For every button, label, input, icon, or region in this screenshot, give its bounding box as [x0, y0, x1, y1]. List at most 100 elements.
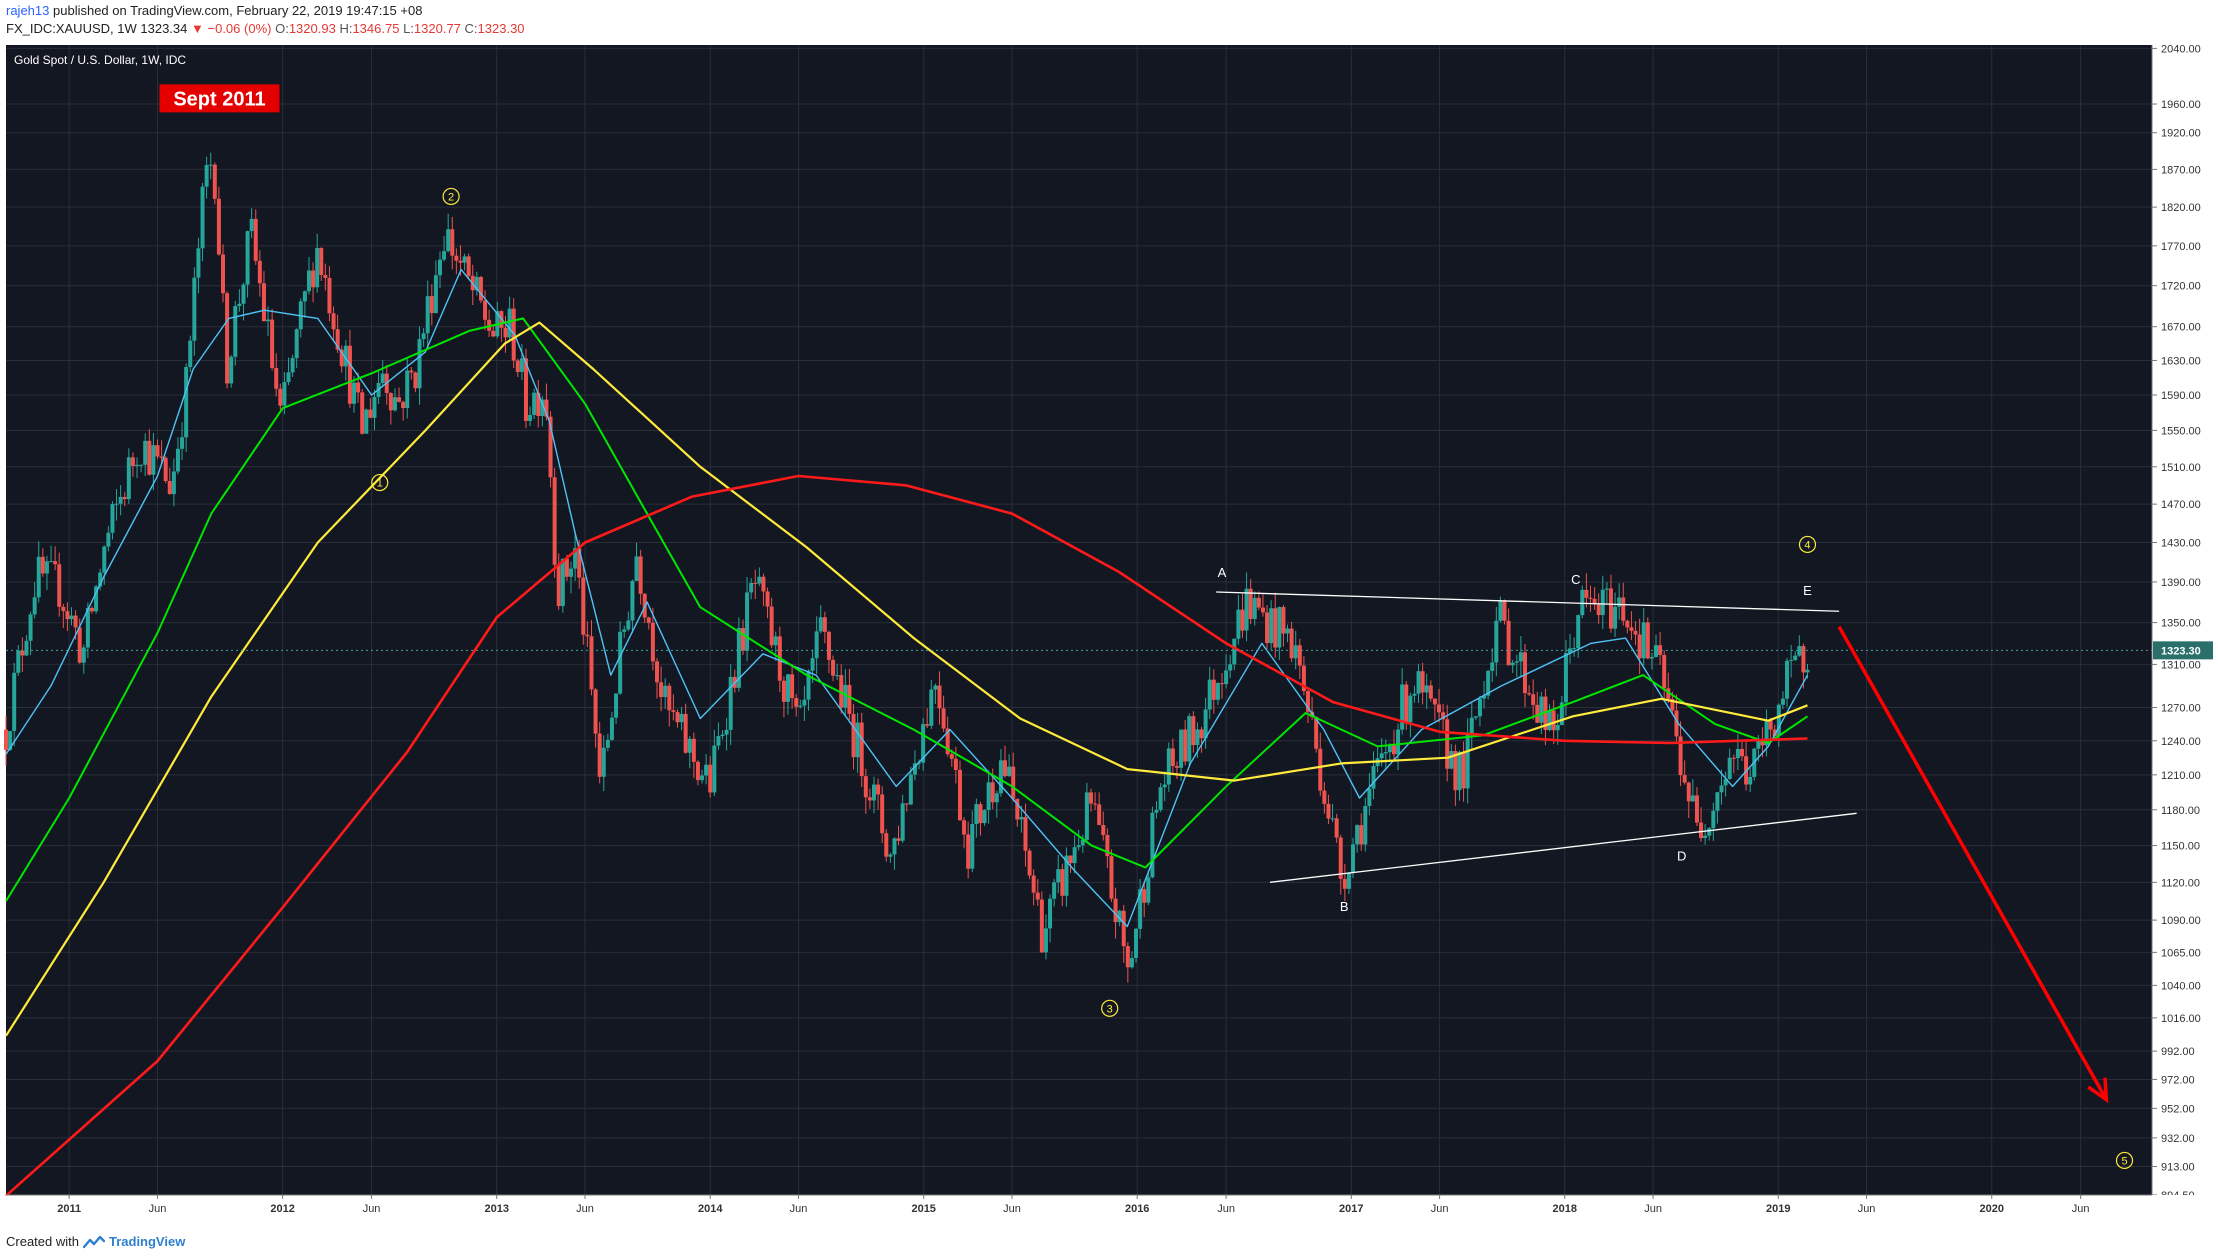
y-tick-label: 2040.00: [2161, 43, 2201, 55]
candle-body: [1097, 804, 1102, 826]
candle-body: [634, 556, 639, 581]
candle-body: [523, 358, 528, 421]
candle-body: [188, 340, 193, 368]
candle-body: [1293, 645, 1298, 659]
candle-body: [1486, 670, 1491, 696]
candle-body: [1113, 898, 1118, 923]
candle-body: [1052, 882, 1057, 899]
candle-body: [540, 399, 545, 417]
candle-body: [171, 471, 176, 495]
candle-body: [1346, 872, 1351, 889]
candle-body: [1256, 597, 1261, 608]
candle-body: [929, 689, 934, 726]
publish-text: published on TradingView.com, February 2…: [53, 3, 423, 18]
candle-body: [257, 260, 262, 284]
candle-body: [1183, 729, 1188, 762]
candle-body: [1592, 598, 1597, 605]
candle-body: [1236, 609, 1241, 639]
candle-body: [786, 674, 791, 702]
candle-body: [302, 291, 307, 302]
candle-body: [241, 284, 246, 304]
candle-body: [32, 597, 37, 615]
y-tick-label: 932.00: [2161, 1133, 2195, 1145]
candle-body: [781, 680, 786, 702]
candle-body: [1134, 928, 1139, 959]
candle-body: [941, 708, 946, 729]
candle-body: [548, 416, 553, 478]
tradingview-link[interactable]: TradingView: [108, 1234, 186, 1249]
candle-body: [446, 229, 451, 252]
candle-body: [1121, 910, 1126, 947]
candle-body: [225, 293, 230, 384]
candle-body: [978, 804, 983, 824]
candle-body: [1064, 855, 1069, 896]
candle-body: [282, 382, 287, 406]
candle-body: [1719, 785, 1724, 793]
candle-body: [1383, 752, 1388, 754]
candle-body: [360, 392, 365, 434]
candle-body: [421, 333, 426, 340]
candle-body: [429, 296, 434, 314]
candle-body: [1707, 828, 1712, 836]
candle-body: [253, 218, 258, 261]
candle-body: [798, 705, 803, 707]
publish-info: rajeh13 published on TradingView.com, Fe…: [6, 3, 422, 18]
candle-body: [847, 684, 852, 714]
candle-body: [609, 717, 614, 740]
y-tick-label: 992.00: [2161, 1046, 2195, 1058]
candle-body: [1498, 600, 1503, 621]
candle-body: [1252, 597, 1257, 620]
candle-body: [1727, 757, 1732, 780]
candle-body: [826, 631, 831, 660]
author-link[interactable]: rajeh13: [6, 3, 50, 18]
candle-body: [159, 456, 164, 458]
candle-body: [528, 414, 533, 421]
candle-body: [720, 734, 725, 737]
candle-body: [81, 647, 86, 663]
candle-body: [1522, 652, 1527, 693]
candle-body: [618, 631, 623, 694]
forecast-arrow-head: [2087, 1077, 2109, 1104]
candle-body: [327, 277, 332, 314]
candle-body: [40, 556, 45, 574]
candle-body: [1404, 684, 1409, 723]
wave-number: 5: [2121, 1155, 2127, 1167]
candle-body: [1129, 958, 1134, 968]
last-price: 1323.34: [140, 21, 188, 36]
y-tick-label: 1270.00: [2161, 703, 2201, 715]
x-tick-label: Jun: [1644, 1203, 1662, 1215]
price-axis: [2152, 45, 2218, 1195]
candle-body: [544, 399, 549, 417]
y-tick-label: 1430.00: [2161, 538, 2201, 550]
candle-body: [1768, 720, 1773, 730]
candle-body: [1453, 751, 1458, 791]
candle-body: [61, 606, 66, 612]
candle-body: [16, 650, 21, 673]
candle-body: [1269, 608, 1274, 644]
candle-body: [1224, 670, 1229, 685]
candle-body: [1281, 607, 1286, 634]
candle-body: [245, 231, 250, 285]
candle-body: [638, 556, 643, 594]
y-tick-label: 1720.00: [2161, 281, 2201, 293]
candle-body: [970, 824, 975, 869]
candle-body: [1023, 817, 1028, 851]
trendline-lower: [1269, 812, 1857, 883]
x-tick-label: 2019: [1766, 1203, 1790, 1215]
candle-body: [4, 729, 8, 750]
grid: [6, 45, 2152, 1196]
candle-body: [1301, 665, 1306, 692]
sept-2011-label: Sept 2011: [159, 84, 280, 113]
candle-body: [880, 794, 885, 834]
candle-body: [1191, 716, 1196, 746]
x-tick-label: Jun: [1217, 1203, 1235, 1215]
candle-body: [311, 270, 316, 288]
candle-body: [89, 607, 94, 612]
y-tick-label: 1920.00: [2161, 128, 2201, 140]
candle-body: [151, 445, 156, 475]
candle-body: [1514, 661, 1519, 663]
candle-body: [1109, 856, 1114, 899]
candle-body: [912, 763, 917, 775]
candle-body: [1117, 910, 1122, 923]
